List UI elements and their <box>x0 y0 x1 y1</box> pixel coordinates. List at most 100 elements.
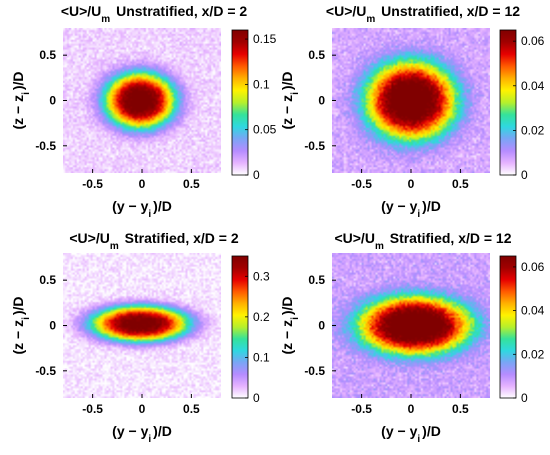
colorbar-tick-label: 0.02 <box>521 123 545 137</box>
x-tick-label: -0.5 <box>82 402 103 416</box>
x-tick-label: 0.5 <box>452 177 469 191</box>
panel-title-tail: Stratified, x/D = 12 <box>386 230 512 246</box>
colorbar-tick-label: 0.06 <box>521 260 545 274</box>
x-tick-label: -0.5 <box>351 402 372 416</box>
y-axis-label: (z − zi )/D <box>279 71 301 129</box>
y-tick-label: 0 <box>318 319 325 333</box>
x-axis-label: (y − yi)/D <box>112 423 172 445</box>
x-tick-label: 0 <box>408 177 415 191</box>
colorbar-tick-label: 0.02 <box>521 347 545 361</box>
x-tick-label: -0.5 <box>82 177 103 191</box>
panel-title-main: <U>/U <box>61 3 101 19</box>
y-axis-label-subscript: i <box>290 317 301 320</box>
x-axis-label: (y − yi)/D <box>112 198 172 220</box>
x-axis-label-main: (y − y <box>112 423 148 439</box>
y-axis-label-subscript: i <box>21 92 32 95</box>
x-axis-label-tail: )/D <box>422 423 441 439</box>
panel-title: <U>/Um Stratified, x/D = 12 <box>334 230 511 252</box>
y-axis-label-tail: )/D <box>10 296 26 315</box>
colorbar-tick-label: 0 <box>521 391 528 405</box>
colorbar-tick-label: 0.1 <box>253 350 270 364</box>
panel-title: <U>/Um Unstratified, x/D = 2 <box>61 3 248 25</box>
panel-title-subscript: m <box>101 14 110 25</box>
x-tick-label: -0.5 <box>351 177 372 191</box>
x-tick-label: 0 <box>408 402 415 416</box>
x-tick-label: 0.5 <box>183 402 200 416</box>
colorbar-tick-label: 0 <box>253 391 260 405</box>
y-axis-label-main: (z − z <box>10 95 26 130</box>
panel-title: <U>/Um Unstratified, x/D = 12 <box>326 3 520 25</box>
x-axis-label-subscript: i <box>417 209 420 220</box>
x-tick-label: 0.5 <box>183 177 200 191</box>
panel-title-main: <U>/U <box>326 3 366 19</box>
y-axis-label-main: (z − z <box>279 95 295 130</box>
colorbar-tick-label: 0.3 <box>253 269 270 283</box>
x-axis-label-main: (y − y <box>112 198 148 214</box>
heatmap-field <box>63 28 221 173</box>
y-axis-label-tail: )/D <box>279 71 295 90</box>
x-axis-label-tail: )/D <box>153 198 172 214</box>
colorbar-tick-label: 0.06 <box>521 34 545 48</box>
x-axis-label-tail: )/D <box>153 423 172 439</box>
heatmap-field <box>332 28 490 173</box>
x-axis-label-subscript: i <box>148 434 151 445</box>
y-axis-label: (z − zi )/D <box>279 296 301 354</box>
panel-2: <U>/Um Unstratified, x/D = 12 -0.5 0 0.5 0.5… <box>279 3 545 220</box>
y-tick-label: 0 <box>318 94 325 108</box>
colorbar-tick-label: 0.04 <box>521 304 545 318</box>
colorbar <box>499 255 517 399</box>
x-axis-label: (y − yi)/D <box>381 198 441 220</box>
y-tick-label: -0.5 <box>35 139 56 153</box>
y-axis-label-subscript: i <box>21 317 32 320</box>
y-tick-label: 0.5 <box>39 273 56 287</box>
y-tick-label: 0 <box>49 94 56 108</box>
panel-title-tail: Stratified, x/D = 2 <box>121 230 239 246</box>
panel-title-tail: Unstratified, x/D = 2 <box>112 3 247 19</box>
y-tick-label: -0.5 <box>304 139 325 153</box>
panel-4: <U>/Um Stratified, x/D = 12 -0.5 0 0.5 0.5 0 -… <box>279 230 545 445</box>
y-tick-label: -0.5 <box>35 364 56 378</box>
colorbar-tick-label: 0 <box>253 168 260 182</box>
panel-title-subscript: m <box>110 241 119 252</box>
colorbar-tick-label: 0.2 <box>253 310 270 324</box>
y-tick-label: 0.5 <box>308 273 325 287</box>
y-axis-label: (z − zi )/D <box>10 71 32 129</box>
x-axis-label: (y − yi)/D <box>381 423 441 445</box>
x-tick-label: 0 <box>139 402 146 416</box>
panel-title-subscript: m <box>375 241 384 252</box>
y-axis-label-main: (z − z <box>10 320 26 355</box>
panel-title-main: <U>/U <box>69 230 109 246</box>
x-axis-label-tail: )/D <box>422 198 441 214</box>
x-axis-label-main: (y − y <box>381 198 417 214</box>
colorbar <box>231 255 249 399</box>
colorbar-tick-label: 0.05 <box>253 123 277 137</box>
colorbar-tick-label: 0 <box>521 168 528 182</box>
x-axis-label-main: (y − y <box>381 423 417 439</box>
y-axis-label-tail: )/D <box>10 71 26 90</box>
y-tick-label: 0.5 <box>39 48 56 62</box>
y-tick-label: 0.5 <box>308 48 325 62</box>
colorbar-tick-label: 0.1 <box>253 77 270 91</box>
y-axis-label-subscript: i <box>290 92 301 95</box>
colorbar-tick-label: 0.15 <box>253 32 277 46</box>
colorbar <box>499 29 517 176</box>
panel-title-main: <U>/U <box>334 230 374 246</box>
panel-1: <U>/Um Unstratified, x/D = 2 -0.5 0 0.5 0.5 0… <box>10 3 277 220</box>
colorbar <box>231 29 249 176</box>
colorbar-tick-label: 0.04 <box>521 79 545 93</box>
y-tick-label: -0.5 <box>304 364 325 378</box>
panel-title-subscript: m <box>366 14 375 25</box>
y-tick-label: 0 <box>49 319 56 333</box>
x-tick-label: 0 <box>139 177 146 191</box>
x-axis-label-subscript: i <box>417 434 420 445</box>
heatmap-field <box>63 253 221 398</box>
heatmap-field <box>332 253 490 398</box>
y-axis-label: (z − zi )/D <box>10 296 32 354</box>
y-axis-label-main: (z − z <box>279 320 295 355</box>
panel-3: <U>/Um Stratified, x/D = 2 -0.5 0 0.5 0.5 0 -0… <box>10 230 270 445</box>
panel-title-tail: Unstratified, x/D = 12 <box>377 3 520 19</box>
x-tick-label: 0.5 <box>452 402 469 416</box>
y-axis-label-tail: )/D <box>279 296 295 315</box>
panel-title: <U>/Um Stratified, x/D = 2 <box>69 230 238 252</box>
